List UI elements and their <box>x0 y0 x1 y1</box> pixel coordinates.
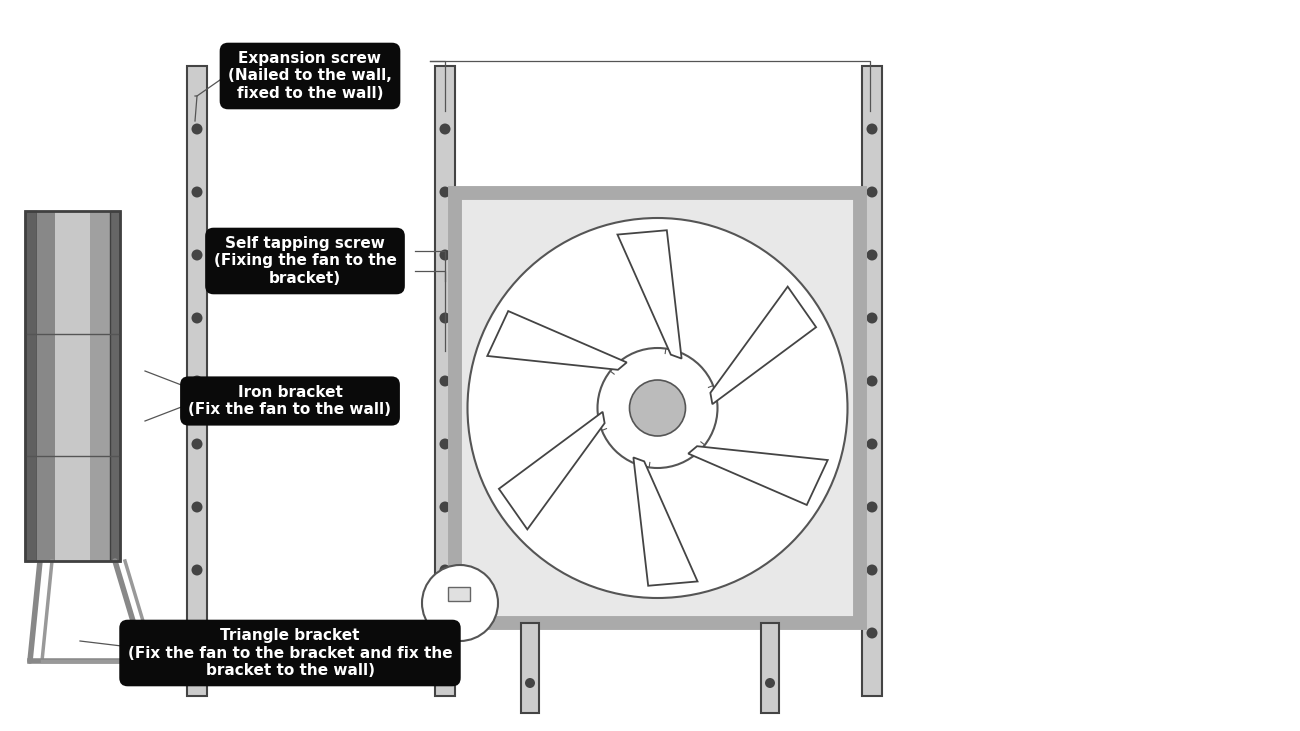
Circle shape <box>439 564 451 575</box>
Circle shape <box>439 186 451 197</box>
Text: Expansion screw
(Nailed to the wall,
fixed to the wall): Expansion screw (Nailed to the wall, fix… <box>227 51 391 101</box>
Circle shape <box>867 124 878 135</box>
Circle shape <box>629 380 685 436</box>
Circle shape <box>468 218 848 598</box>
Bar <box>187 66 207 696</box>
Circle shape <box>867 501 878 512</box>
Circle shape <box>525 678 536 688</box>
Bar <box>90 211 110 561</box>
Circle shape <box>439 124 451 135</box>
Bar <box>448 587 471 601</box>
Text: Self tapping screw
(Fixing the fan to the
bracket): Self tapping screw (Fixing the fan to th… <box>213 236 396 286</box>
Circle shape <box>867 439 878 450</box>
Bar <box>111 211 120 561</box>
Circle shape <box>867 627 878 638</box>
Bar <box>55 211 90 561</box>
Bar <box>862 66 881 696</box>
Bar <box>436 66 455 696</box>
Bar <box>760 623 779 713</box>
Bar <box>25 211 120 561</box>
Polygon shape <box>710 287 816 404</box>
Circle shape <box>867 249 878 260</box>
Polygon shape <box>618 230 681 359</box>
Circle shape <box>422 565 498 641</box>
Circle shape <box>191 186 203 197</box>
Circle shape <box>439 376 451 387</box>
Bar <box>455 193 861 623</box>
Text: Triangle bracket
(Fix the fan to the bracket and fix the
bracket to the wall): Triangle bracket (Fix the fan to the bra… <box>127 628 452 678</box>
Bar <box>25 211 36 561</box>
Circle shape <box>598 348 718 468</box>
Circle shape <box>191 439 203 450</box>
Circle shape <box>439 249 451 260</box>
Circle shape <box>764 678 775 688</box>
Polygon shape <box>499 412 604 529</box>
Circle shape <box>439 312 451 324</box>
Polygon shape <box>688 446 828 505</box>
Circle shape <box>191 124 203 135</box>
Circle shape <box>191 249 203 260</box>
Bar <box>36 211 55 561</box>
Circle shape <box>439 439 451 450</box>
Polygon shape <box>488 311 627 370</box>
Circle shape <box>867 186 878 197</box>
Circle shape <box>191 312 203 324</box>
Circle shape <box>867 564 878 575</box>
Circle shape <box>439 627 451 638</box>
Bar <box>521 623 540 713</box>
Circle shape <box>191 376 203 387</box>
Circle shape <box>191 564 203 575</box>
Circle shape <box>439 501 451 512</box>
Polygon shape <box>633 458 698 586</box>
Circle shape <box>867 376 878 387</box>
Circle shape <box>191 501 203 512</box>
Text: Iron bracket
(Fix the fan to the wall): Iron bracket (Fix the fan to the wall) <box>188 385 391 417</box>
Circle shape <box>867 312 878 324</box>
Circle shape <box>191 627 203 638</box>
